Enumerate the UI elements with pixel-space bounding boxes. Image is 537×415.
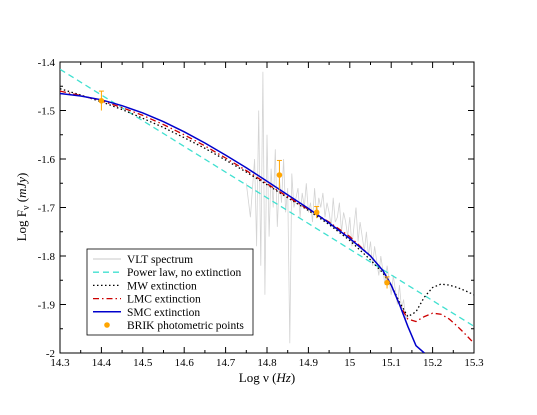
photometric-point — [98, 98, 105, 104]
x-tick-label: 14.7 — [216, 357, 236, 369]
x-axis-prefix: Log ν ( — [239, 370, 277, 385]
x-tick-label: 14.5 — [133, 357, 153, 369]
legend-box — [86, 248, 254, 336]
legend-label: LMC extinction — [127, 294, 201, 306]
photometric-point — [313, 209, 320, 216]
x-tick-label: 15.3 — [464, 357, 484, 369]
y-axis-unit: mJy — [14, 177, 29, 198]
x-axis-title: Log ν (Hz) — [239, 370, 295, 385]
x-tick-label: 14.8 — [257, 357, 277, 369]
series-layer — [60, 68, 474, 353]
legend-label: VLT spectrum — [127, 254, 193, 266]
tick-labels: 14.3 14.4 14.5 14.6 14.7 14.8 14.9 15 15.1 15.2 15… — [38, 57, 485, 369]
legend-label: Power law, no extinction — [127, 267, 241, 279]
y-tick-label: -1.9 — [38, 300, 56, 312]
legend-label: MW extinction — [127, 280, 197, 292]
y-axis-close-paren: ) — [14, 173, 29, 177]
y-tick-label: -1.5 — [38, 106, 56, 118]
x-axis-unit: Hz — [275, 370, 290, 385]
photometric-point — [384, 279, 390, 286]
x-tick-label: 15 — [344, 357, 356, 369]
legend-label: BRIK photometric points — [127, 320, 244, 332]
series-line-2 — [60, 88, 474, 318]
x-tick-label: 15.2 — [423, 357, 442, 369]
points-layer — [98, 90, 390, 289]
x-axis-suffix: ) — [291, 370, 295, 385]
x-tick-label: 15.1 — [382, 357, 401, 369]
y-tick-label: -2 — [46, 348, 55, 360]
x-tick-label: 14.9 — [299, 357, 319, 369]
legend-swatch — [104, 322, 110, 328]
series-line-4 — [60, 92, 425, 353]
y-tick-label: -1.6 — [38, 154, 56, 166]
series-line-0 — [245, 71, 409, 344]
y-axis-prefix: Log F — [14, 210, 29, 241]
y-tick-label: -1.8 — [38, 251, 56, 263]
x-tick-label: 14.4 — [92, 357, 112, 369]
y-tick-label: -1.7 — [38, 203, 56, 215]
photometric-point — [276, 172, 283, 178]
x-tick-label: 14.3 — [50, 357, 70, 369]
y-axis-subscript: ν — [21, 205, 32, 210]
y-tick-label: -1.4 — [38, 57, 56, 69]
series-line-3 — [60, 90, 474, 344]
legend-label: SMC extinction — [127, 307, 200, 319]
y-axis-open-paren: ( — [14, 198, 29, 206]
ticks-layer — [59, 61, 475, 354]
x-tick-label: 14.6 — [175, 357, 195, 369]
y-axis-title: Log Fν (mJy) — [14, 173, 32, 242]
